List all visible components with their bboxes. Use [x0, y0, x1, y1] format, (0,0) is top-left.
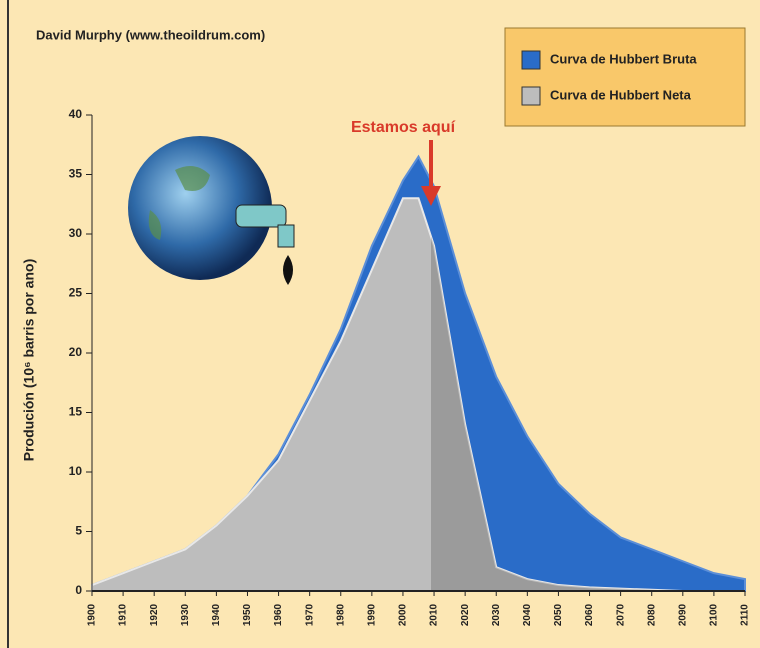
legend-label: Curva de Hubbert Bruta [550, 51, 697, 66]
annotation: Estamos aquí [351, 119, 456, 206]
legend-items: Curva de Hubbert Bruta Curva de Hubbert N… [521, 50, 697, 106]
x-tick-label: 1950 [242, 603, 253, 626]
legend-swatch [521, 86, 541, 106]
x-tick-label: 1920 [149, 603, 160, 626]
y-tick-label: 40 [69, 107, 83, 121]
globe-icon [128, 136, 295, 285]
x-tick-label: 1900 [87, 603, 98, 626]
y-tick-label: 0 [75, 583, 82, 597]
x-tick-label: 2070 [615, 603, 626, 626]
y-tick-label: 35 [69, 167, 83, 181]
x-tick-label: 1970 [304, 603, 315, 626]
x-tick-label: 2040 [522, 603, 533, 626]
x-tick-label: 2060 [584, 603, 595, 626]
x-tick-label: 2010 [429, 603, 440, 626]
source: David Murphy (www.theoildrum.com) [36, 27, 265, 42]
x-tick-label: 1930 [180, 603, 191, 626]
annotation-text: Estamos aquí [351, 119, 456, 136]
legend-swatch [521, 50, 541, 70]
x-tick-label: 2050 [553, 603, 564, 626]
x-tick-label: 1990 [366, 603, 377, 626]
y-tick-label: 20 [69, 345, 83, 359]
x-tick-label: 2000 [398, 603, 409, 626]
y-axis-label: Produción (10⁶ barris por ano) [21, 259, 37, 461]
x-tick-label: 1940 [211, 603, 222, 626]
x-tick-label: 2080 [646, 603, 657, 626]
plot: 0 5 10 15 20 25 30 35 40 1900 1910 1920 1930 1940 1950… [69, 107, 751, 626]
y-tick-label: 5 [75, 524, 82, 538]
x-tick-label: 2030 [491, 603, 502, 626]
y-tick-label: 15 [69, 405, 83, 419]
legend [504, 27, 746, 127]
y-tick-label: 25 [69, 286, 83, 300]
y-tick-label: 30 [69, 226, 83, 240]
y-tick-label: 10 [69, 464, 83, 478]
area [91, 197, 745, 592]
x-tick-label: 1960 [273, 603, 284, 626]
area-shade [431, 236, 745, 591]
x-tick-label: 1980 [335, 603, 346, 626]
x-tick-label: 2090 [677, 603, 688, 626]
x-tick-label: 2110 [740, 604, 751, 626]
x-tick-label: 2100 [709, 603, 720, 626]
x-tick-label: 2020 [460, 603, 471, 626]
legend-label: Curva de Hubbert Neta [550, 87, 692, 102]
x-tick-label: 1910 [118, 603, 129, 626]
